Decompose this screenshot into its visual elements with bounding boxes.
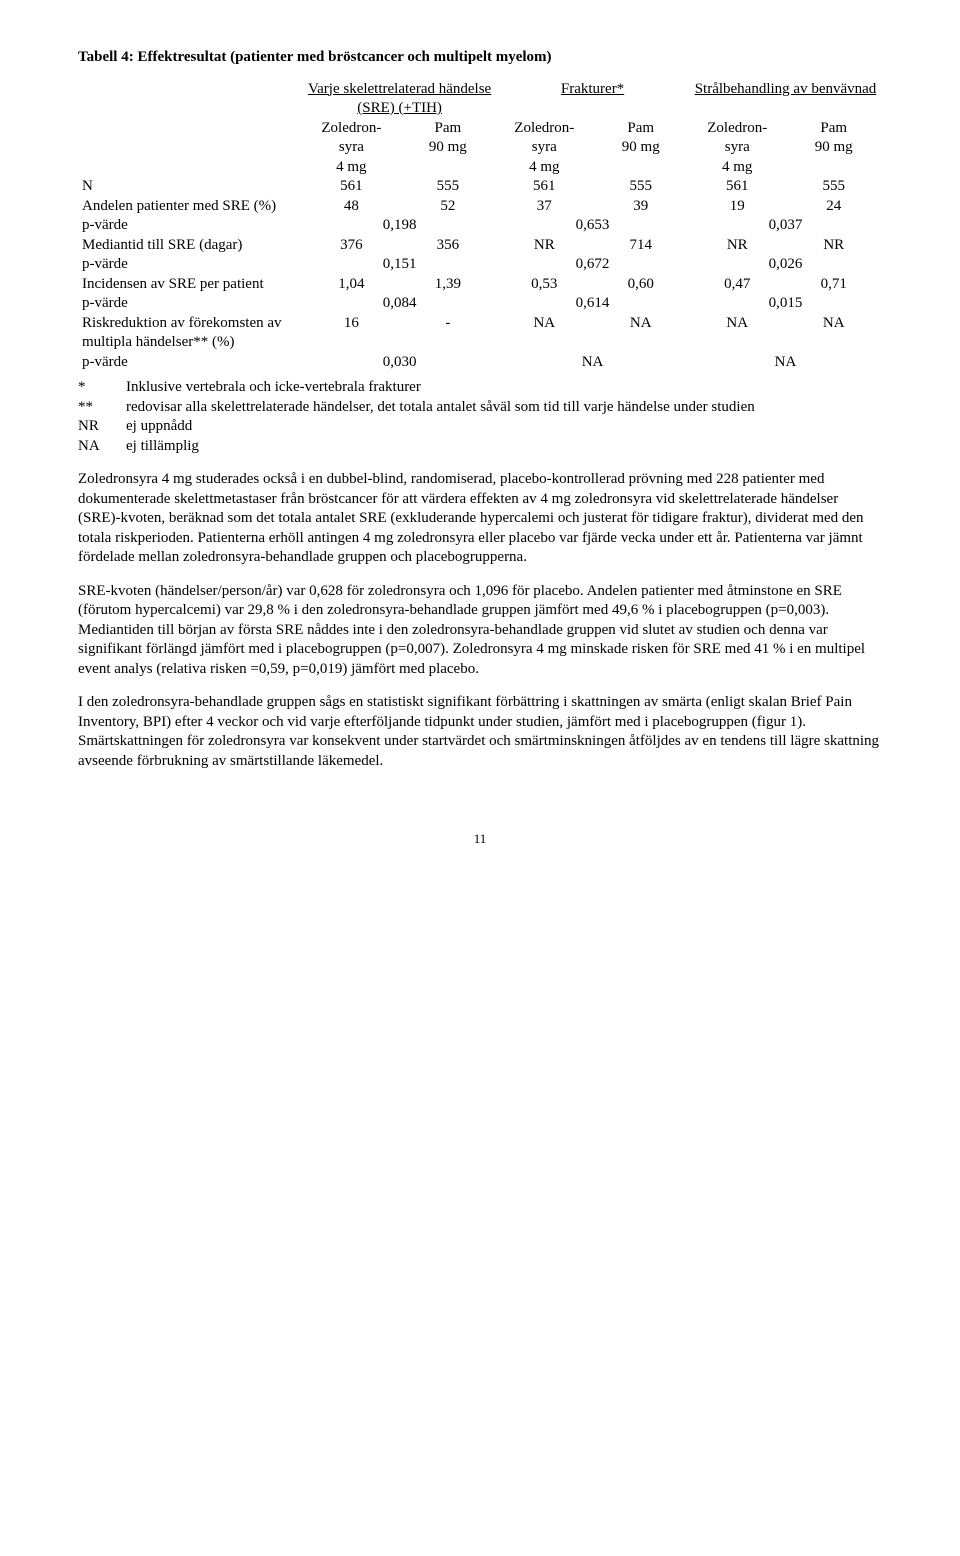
row-risk: Riskreduktion av förekomsten av multipla… bbox=[78, 314, 882, 353]
paragraph-3: I den zoledronsyra-behandlade gruppen så… bbox=[78, 693, 882, 771]
col-a-3: 4 mg bbox=[336, 159, 366, 175]
cell: 376 bbox=[303, 236, 399, 256]
cell: NR bbox=[785, 236, 882, 256]
note-text-1: Inklusive vertebrala och icke-vertebrala… bbox=[126, 378, 421, 398]
col-c-2: syra bbox=[532, 139, 557, 155]
col-a-2: syra bbox=[339, 139, 364, 155]
note-key-3: NR bbox=[78, 417, 126, 437]
cell: 0,037 bbox=[689, 216, 882, 236]
cell: 24 bbox=[785, 197, 882, 217]
cell: 555 bbox=[593, 177, 689, 197]
cell: NR bbox=[689, 236, 785, 256]
row-incidens: Incidensen av SRE per patient 1,04 1,39 … bbox=[78, 275, 882, 295]
cell: 555 bbox=[785, 177, 882, 197]
cell: 1,04 bbox=[303, 275, 399, 295]
note-key-2: ** bbox=[78, 398, 126, 418]
row-incidens-label: Incidensen av SRE per patient bbox=[78, 275, 303, 295]
row-andelen: Andelen patienter med SRE (%) 48 52 37 3… bbox=[78, 197, 882, 217]
row-pv1-label: p-värde bbox=[78, 216, 303, 236]
paragraph-1: Zoledronsyra 4 mg studerades också i en … bbox=[78, 470, 882, 568]
cell: 0,53 bbox=[496, 275, 592, 295]
cell: 0,47 bbox=[689, 275, 785, 295]
cell: 0,026 bbox=[689, 255, 882, 275]
cell: 714 bbox=[593, 236, 689, 256]
cell: NA bbox=[689, 314, 785, 353]
cell: 555 bbox=[400, 177, 496, 197]
cell: 0,672 bbox=[496, 255, 689, 275]
cell: NA bbox=[785, 314, 882, 353]
cell: 0,151 bbox=[303, 255, 496, 275]
note-text-4: ej tillämplig bbox=[126, 437, 199, 457]
cell: 356 bbox=[400, 236, 496, 256]
header-group-3: Strålbehandling av benvävnad bbox=[695, 81, 877, 97]
cell: 39 bbox=[593, 197, 689, 217]
cell: NR bbox=[496, 236, 592, 256]
col-f-2: 90 mg bbox=[815, 139, 853, 155]
note-text-2: redovisar alla skelettrelaterade händels… bbox=[126, 398, 755, 418]
cell: 16 bbox=[303, 314, 399, 353]
row-pv2-label: p-värde bbox=[78, 255, 303, 275]
cell: 0,015 bbox=[689, 294, 882, 314]
col-c-1: Zoledron- bbox=[514, 120, 574, 136]
effect-results-table: Varje skelettrelaterad händelse (SRE) (+… bbox=[78, 80, 882, 373]
cell: 48 bbox=[303, 197, 399, 217]
row-mediantid: Mediantid till SRE (dagar) 376 356 NR 71… bbox=[78, 236, 882, 256]
header-group-2: Frakturer* bbox=[561, 81, 624, 97]
table-notes: *Inklusive vertebrala och icke-vertebral… bbox=[78, 378, 882, 456]
row-pv2: p-värde 0,151 0,672 0,026 bbox=[78, 255, 882, 275]
col-b-1: Pam bbox=[434, 120, 461, 136]
row-risk-label: Riskreduktion av förekomsten av multipla… bbox=[78, 314, 303, 353]
cell: 0,614 bbox=[496, 294, 689, 314]
cell: 561 bbox=[303, 177, 399, 197]
cell: NA bbox=[593, 314, 689, 353]
cell: 0,030 bbox=[303, 353, 496, 373]
cell: 0,084 bbox=[303, 294, 496, 314]
header-group-1: Varje skelettrelaterad händelse (SRE) (+… bbox=[308, 81, 491, 117]
note-key-1: * bbox=[78, 378, 126, 398]
row-pv4: p-värde 0,030 NA NA bbox=[78, 353, 882, 373]
table-title: Tabell 4: Effektresultat (patienter med … bbox=[78, 48, 882, 68]
row-pv1: p-värde 0,198 0,653 0,037 bbox=[78, 216, 882, 236]
row-pv4-label: p-värde bbox=[78, 353, 303, 373]
page-number: 11 bbox=[78, 831, 882, 848]
col-b-2: 90 mg bbox=[429, 139, 467, 155]
cell: 0,71 bbox=[785, 275, 882, 295]
cell: 52 bbox=[400, 197, 496, 217]
cell: 561 bbox=[689, 177, 785, 197]
col-e-2: syra bbox=[725, 139, 750, 155]
cell: 1,39 bbox=[400, 275, 496, 295]
cell: 0,653 bbox=[496, 216, 689, 236]
cell: NA bbox=[496, 353, 689, 373]
cell: 19 bbox=[689, 197, 785, 217]
row-pv3: p-värde 0,084 0,614 0,015 bbox=[78, 294, 882, 314]
col-d-2: 90 mg bbox=[622, 139, 660, 155]
note-text-3: ej uppnådd bbox=[126, 417, 192, 437]
cell: - bbox=[400, 314, 496, 353]
cell: NA bbox=[689, 353, 882, 373]
row-n-label: N bbox=[78, 177, 303, 197]
col-d-1: Pam bbox=[627, 120, 654, 136]
cell: 561 bbox=[496, 177, 592, 197]
col-e-1: Zoledron- bbox=[707, 120, 767, 136]
row-n: N 561 555 561 555 561 555 bbox=[78, 177, 882, 197]
col-f-1: Pam bbox=[820, 120, 847, 136]
header-group-row: Varje skelettrelaterad händelse (SRE) (+… bbox=[78, 80, 882, 119]
cell: 0,60 bbox=[593, 275, 689, 295]
row-pv3-label: p-värde bbox=[78, 294, 303, 314]
note-key-4: NA bbox=[78, 437, 126, 457]
header-cols-row: Zoledron- syra 4 mg Pam 90 mg Zoledron- … bbox=[78, 119, 882, 178]
col-c-3: 4 mg bbox=[529, 159, 559, 175]
col-e-3: 4 mg bbox=[722, 159, 752, 175]
row-andelen-label: Andelen patienter med SRE (%) bbox=[78, 197, 303, 217]
row-mediantid-label: Mediantid till SRE (dagar) bbox=[78, 236, 303, 256]
col-a-1: Zoledron- bbox=[321, 120, 381, 136]
paragraph-2: SRE-kvoten (händelser/person/år) var 0,6… bbox=[78, 582, 882, 680]
cell: 37 bbox=[496, 197, 592, 217]
cell: NA bbox=[496, 314, 592, 353]
cell: 0,198 bbox=[303, 216, 496, 236]
